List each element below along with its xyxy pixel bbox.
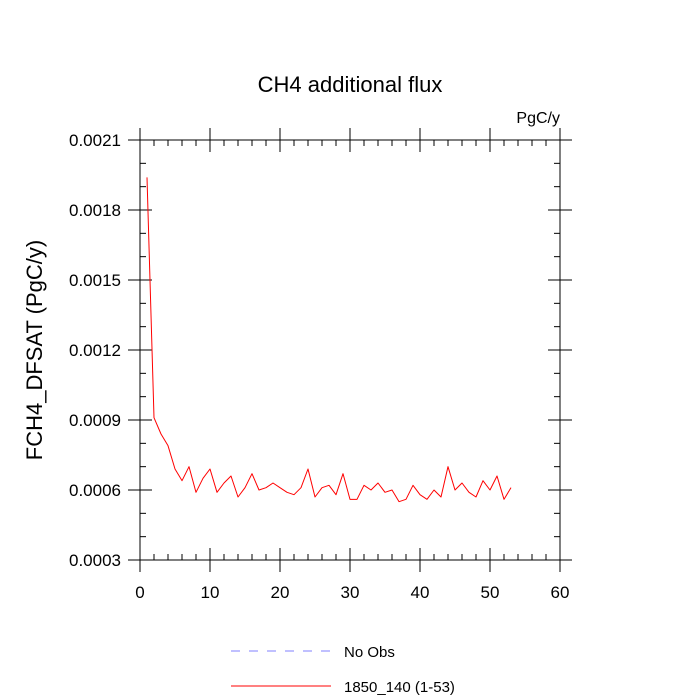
chart-title: CH4 additional flux	[258, 72, 443, 97]
series-line-1850-140	[146, 177, 512, 503]
y-axis-label: FCH4_DFSAT (PgC/y)	[22, 240, 47, 460]
legend-label-no-obs: No Obs	[344, 644, 395, 661]
units-label: PgC/y	[516, 110, 560, 127]
x-tick-label: 0	[135, 583, 144, 602]
x-tick-label: 50	[481, 583, 500, 602]
axis-ticks	[128, 128, 572, 572]
legend-label-1850-140: 1850_140 (1-53)	[344, 679, 455, 696]
x-tick-label: 60	[551, 583, 570, 602]
y-tick-label: 0.0018	[69, 201, 121, 220]
y-tick-label: 0.0012	[69, 341, 121, 360]
y-tick-label: 0.0009	[69, 411, 121, 430]
x-tick-label: 20	[271, 583, 290, 602]
series-layer	[146, 177, 512, 503]
y-tick-label: 0.0006	[69, 481, 121, 500]
x-tick-label: 40	[411, 583, 430, 602]
legend: No Obs 1850_140 (1-53)	[231, 644, 455, 696]
y-tick-label: 0.0015	[69, 271, 121, 290]
x-tick-label: 10	[201, 583, 220, 602]
plot-frame	[139, 139, 561, 561]
y-tick-label: 0.0021	[69, 131, 121, 150]
x-tick-label: 30	[341, 583, 360, 602]
axis-tick-labels: 0 10 20 30 40 50 60 0.0003 0.0006 0.0009 0.0012 0.0…	[69, 131, 569, 602]
y-tick-label: 0.0003	[69, 551, 121, 570]
